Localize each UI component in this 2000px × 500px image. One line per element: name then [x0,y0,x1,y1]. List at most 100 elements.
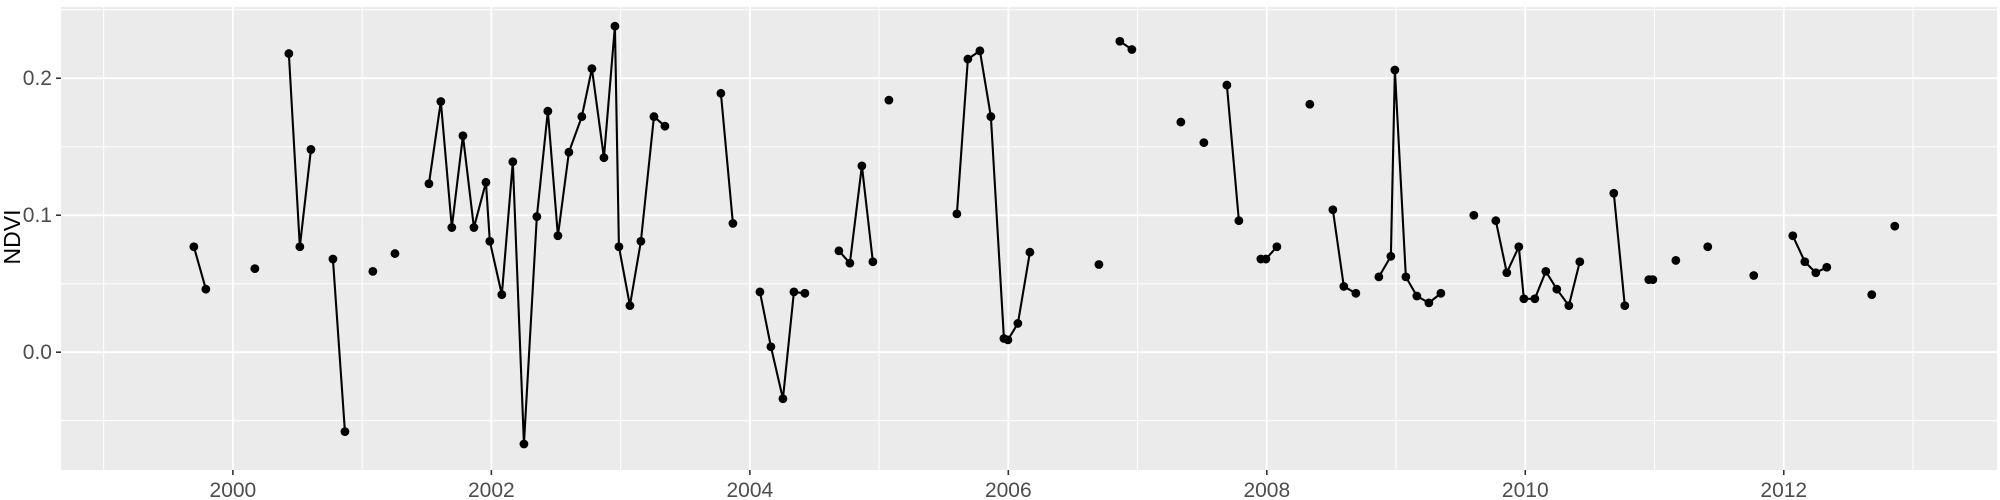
data-point [1867,290,1877,300]
data-point [1491,216,1501,226]
data-point [532,212,542,221]
data-point [1502,268,1512,278]
data-point [636,236,646,246]
data-point [1671,256,1681,265]
data-point [1412,291,1422,301]
data-point [1575,257,1585,267]
x-tick-label: 2004 [726,479,773,500]
data-point [519,439,529,449]
data-line-segment [1791,234,1828,274]
x-tick-label: 2010 [1502,479,1549,500]
data-point [1541,266,1551,276]
data-point [1749,271,1759,280]
data-point [1374,272,1384,282]
data-point [963,54,973,64]
data-point [1328,205,1338,215]
data-point [975,46,985,56]
data-point [1386,251,1396,261]
data-line-segment [331,257,346,433]
x-tick-label: 2002 [468,479,515,500]
data-point [614,242,624,252]
data-point [986,112,996,121]
data-point [1890,221,1900,231]
data-point [553,231,563,241]
data-point [1272,242,1282,252]
data-point [564,147,574,157]
data-point [834,246,844,256]
data-line-segment [1225,84,1240,222]
data-line-segment [837,164,874,265]
data-point [1127,45,1137,54]
data-point [469,223,479,232]
data-point [1822,262,1832,272]
data-point [800,288,810,298]
data-point [1648,275,1658,284]
data-point [587,64,597,74]
data-point [610,21,620,31]
data-point [543,106,553,116]
data-point [201,284,211,294]
data-point [1514,242,1524,252]
data-point [1469,210,1479,220]
data-point [340,427,350,437]
data-point [189,242,199,252]
data-point [458,131,468,141]
data-point [1436,288,1446,298]
data-point [1530,294,1540,304]
data-point [1552,284,1562,294]
data-point [1261,254,1271,264]
data-point [755,287,765,297]
data-point [250,264,260,274]
data-point [1424,298,1434,308]
data-point [857,161,867,171]
data-point [1703,242,1713,252]
data-point [1519,294,1529,304]
data-point [436,97,446,106]
x-tick-label: 2000 [210,479,257,500]
data-point [868,257,878,267]
data-point [1788,231,1798,241]
data-point [728,219,738,228]
data-point [1094,260,1104,269]
data-point [766,342,776,352]
data-point [716,88,726,98]
data-point [1401,272,1411,282]
data-point [1013,319,1023,328]
y-tick-label: 0.0 [23,341,52,364]
data-point [1390,65,1400,75]
y-tick-label: 0.2 [23,67,52,90]
data-point [952,209,962,219]
data-point [660,121,670,131]
data-line-segment [719,92,734,225]
data-point [485,236,495,246]
x-tick-label: 2008 [1243,479,1290,500]
data-point [508,157,518,167]
data-point [497,290,507,300]
data-point [1351,288,1361,298]
data-point [368,266,378,276]
data-point [1025,247,1035,257]
data-point [1234,216,1244,226]
data-point [481,177,491,187]
data-point [1176,117,1186,127]
plot-layer: 2000 2002 2004 2006 2008 2010 2012 0.0 0.1 0.2 [23,7,1997,500]
x-tick-label: 2012 [1760,479,1807,500]
data-point [306,145,316,154]
data-line-segment [1612,192,1626,307]
y-axis-title: NDVI [0,210,25,265]
data-point [1339,282,1349,291]
data-point [778,394,788,404]
data-point [599,153,609,163]
data-point [884,95,894,105]
panel-background [61,7,1997,470]
data-point [295,242,305,252]
data-point [1800,257,1810,267]
data-point [649,112,659,121]
data-point [625,301,635,311]
data-point [1222,80,1232,90]
data-point [1564,301,1574,311]
data-line-segment [192,245,207,291]
data-point [424,179,434,189]
